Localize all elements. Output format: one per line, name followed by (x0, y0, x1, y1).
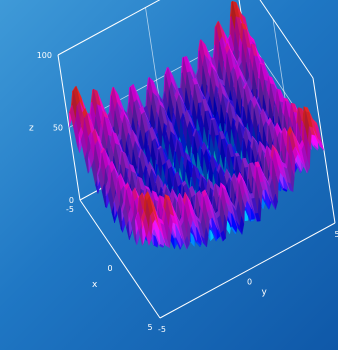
z-tick-label: 0 (69, 196, 74, 205)
box-edge (159, 222, 336, 319)
y-tick-label: 0 (247, 278, 252, 287)
x-tick-label: 5 (147, 323, 152, 332)
x-axis-label: x (92, 280, 98, 290)
z-axis-label: z (29, 124, 34, 134)
x-tick-label: 0 (107, 264, 112, 273)
z-tick-label: 100 (37, 51, 52, 60)
surface-mesh (68, 0, 325, 250)
y-axis-label: y (262, 288, 268, 298)
axis-labels: z x y (29, 124, 268, 298)
box-edge (79, 199, 161, 319)
y-tick-label: 5 (334, 230, 338, 239)
y-tick-label: -5 (158, 325, 166, 334)
z-tick-label: 50 (53, 124, 63, 133)
surface-patch (146, 229, 152, 247)
x-tick-label: -5 (66, 205, 74, 214)
